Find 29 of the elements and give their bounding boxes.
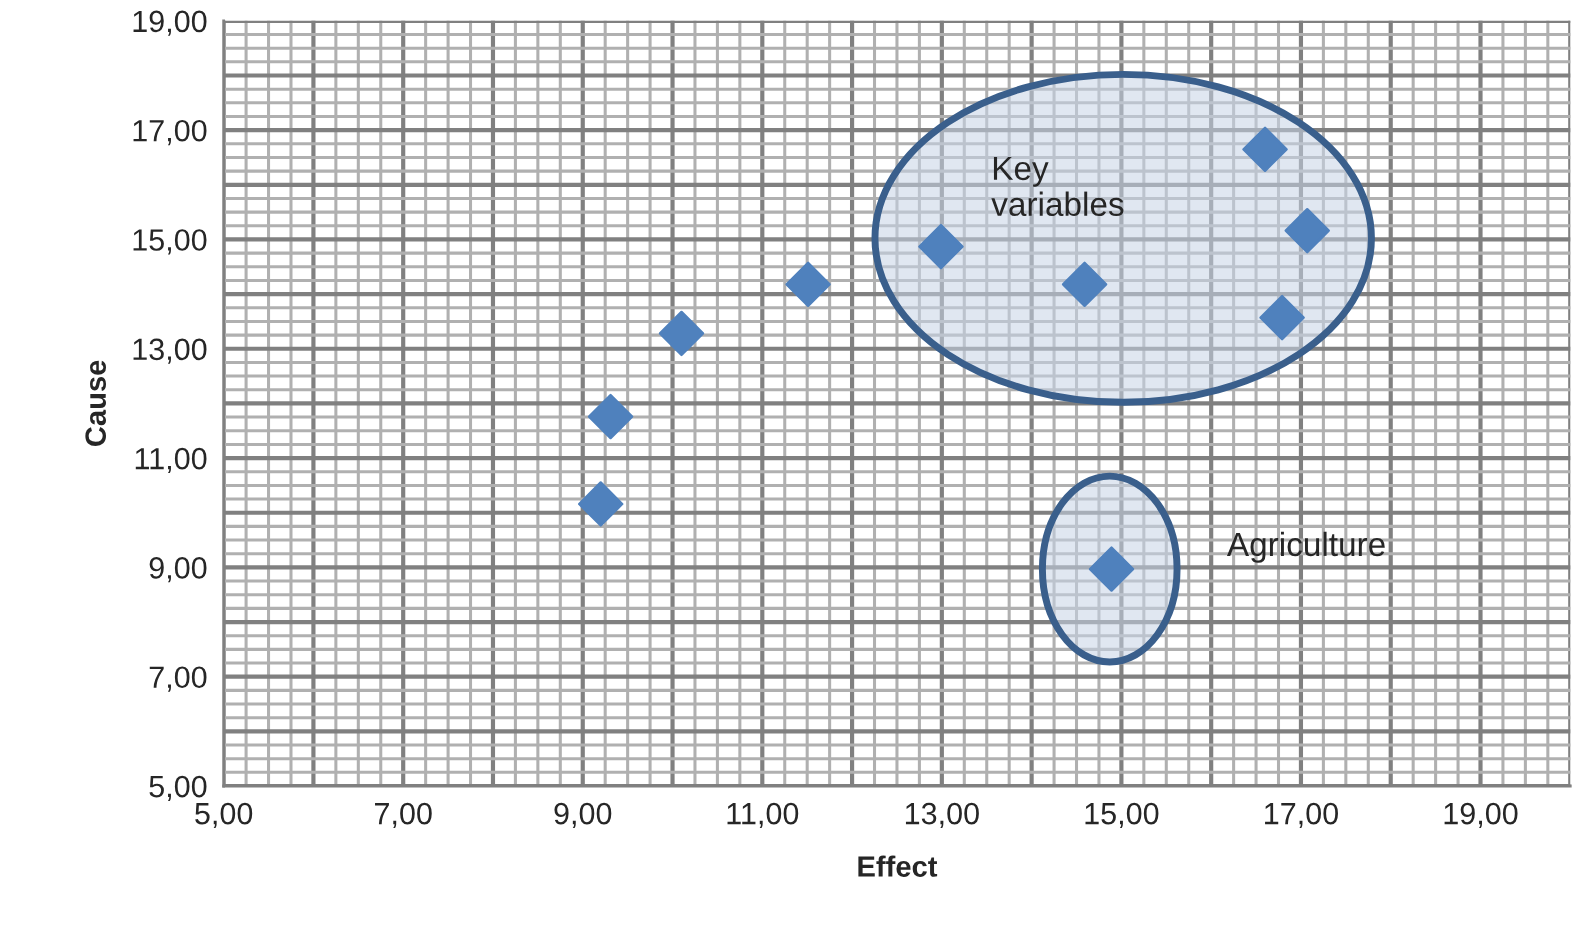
y-tick-label: 5,00 xyxy=(149,775,207,801)
x-tick-label: 7,00 xyxy=(375,802,432,829)
point xyxy=(918,223,964,270)
point xyxy=(1284,207,1330,254)
y-tick-label: 13,00 xyxy=(133,338,207,364)
point xyxy=(1061,261,1108,308)
annotation: Agriculture xyxy=(1226,531,1385,563)
x-tick-label: 15,00 xyxy=(1085,802,1159,829)
y-tick-label: 19,00 xyxy=(133,10,207,36)
x-tick-label: 5,00 xyxy=(195,802,253,829)
point xyxy=(1259,294,1305,341)
y-tick-label: 15,00 xyxy=(133,229,207,255)
y-tick-label: 11,00 xyxy=(135,447,207,474)
point xyxy=(577,481,624,527)
x-tick-label: 9,00 xyxy=(554,802,612,829)
y-tick-label: 17,00 xyxy=(133,119,207,146)
y-axis-title: Cause xyxy=(85,360,107,446)
x-axis-title: Effect xyxy=(858,855,938,877)
y-tick-label: 7,00 xyxy=(149,666,207,692)
x-tick-label: 11,00 xyxy=(727,802,799,829)
point xyxy=(587,393,634,440)
point xyxy=(1242,126,1288,173)
y-tick-label: 9,00 xyxy=(149,557,207,583)
point xyxy=(785,261,831,308)
point xyxy=(658,310,705,357)
annotation: Key variables xyxy=(991,156,1124,217)
x-tick-label: 17,00 xyxy=(1265,802,1338,829)
x-tick-label: 13,00 xyxy=(905,802,979,829)
x-tick-label: 19,00 xyxy=(1444,802,1518,829)
